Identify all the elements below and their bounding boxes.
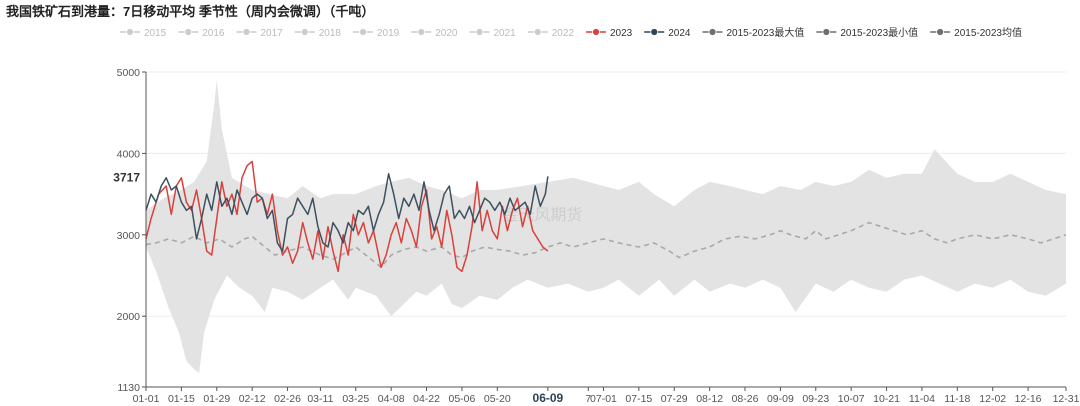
x-tick-label: 04-22 — [413, 393, 440, 405]
x-tick-label: 07-29 — [661, 393, 688, 405]
x-tick-label: 05-20 — [484, 393, 511, 405]
legend-label: 2016 — [202, 28, 225, 39]
legend-marker — [359, 28, 367, 36]
x-tick-label: 02-26 — [274, 393, 301, 405]
x-tick-label: 09-23 — [802, 393, 829, 405]
legend: 2015 2016 2017 2018 2019 2020 2021 2022 2023 2024… — [120, 26, 1022, 39]
x-tick-label: 01-01 — [133, 393, 160, 405]
legend-label: 2021 — [494, 28, 517, 39]
x-tick-label: 10-07 — [838, 393, 865, 405]
y-tick-label: 3000 — [117, 230, 141, 242]
y-tick-label: 4000 — [117, 148, 141, 160]
legend-marker — [650, 28, 659, 36]
x-tick-label: 03-11 — [307, 393, 333, 405]
y-tick-label: 1130 — [117, 382, 140, 394]
x-tick-label: 02-12 — [239, 393, 266, 405]
legend-label: 2024 — [668, 28, 691, 39]
x-tick-label: 7 — [585, 393, 591, 405]
x-tick-label: 08-12 — [696, 393, 723, 405]
legend-label: 2017 — [261, 28, 284, 39]
legend-label: 2022 — [552, 28, 575, 39]
series-line-2024 — [145, 172, 549, 252]
x-tick-label: 10-21 — [873, 393, 900, 405]
series-line-2023 — [145, 160, 549, 273]
legend-marker — [184, 28, 193, 36]
legend-marker — [417, 28, 426, 36]
watermark: 金天风期货 — [502, 206, 582, 224]
legend-marker — [300, 28, 309, 36]
legend-marker — [822, 28, 831, 36]
x-tick-label: 12-31 — [1053, 393, 1080, 405]
y-tick-label: 2000 — [117, 311, 141, 323]
x-tick-label: 11-18 — [944, 393, 970, 405]
plot-area: 金天风期货 1130 2000 3000 4000 5000 3717 01-01 01-15 0… — [113, 67, 1079, 405]
x-tick-label: 06-09 — [533, 391, 564, 405]
legend-label: 2018 — [319, 28, 342, 39]
legend-label: 2020 — [435, 28, 458, 39]
x-tick-label: 04-08 — [378, 393, 405, 405]
legend-marker — [592, 28, 600, 36]
legend-marker — [936, 28, 945, 36]
x-tick-label: 01-15 — [168, 393, 195, 405]
y-pointer-label: 3717 — [113, 170, 140, 184]
legend-marker — [475, 28, 484, 36]
legend-marker — [126, 28, 134, 36]
x-tick-label: 08-26 — [732, 393, 759, 405]
x-tick-label: 12-02 — [979, 393, 1006, 405]
legend-marker — [242, 28, 251, 36]
legend-label: 2015-2023均值 — [954, 26, 1022, 39]
x-tick-label: 01-29 — [203, 393, 230, 405]
chart-title: 我国铁矿石到港量：7日移动平均 季节性（周内会微调）（千吨） — [6, 4, 374, 19]
legend-label: 2015-2023最小值 — [840, 26, 918, 39]
legend-label: 2015 — [144, 28, 167, 39]
x-tick-label: 03-25 — [342, 393, 369, 405]
band-min-max — [146, 80, 1066, 374]
y-tick-label: 5000 — [117, 67, 141, 79]
x-tick-label: 07-15 — [625, 393, 652, 405]
x-tick-label: 05-06 — [449, 393, 476, 405]
legend-marker — [533, 28, 542, 36]
legend-marker — [708, 28, 717, 36]
x-tick-label: 07-01 — [590, 393, 617, 405]
x-tick-label: 12-16 — [1015, 393, 1042, 405]
x-tick-label: 11-04 — [909, 393, 935, 405]
legend-label: 2015-2023最大值 — [727, 26, 805, 39]
legend-label: 2023 — [610, 28, 633, 39]
legend-label: 2019 — [377, 28, 400, 39]
x-tick-label: 09-09 — [767, 393, 794, 405]
